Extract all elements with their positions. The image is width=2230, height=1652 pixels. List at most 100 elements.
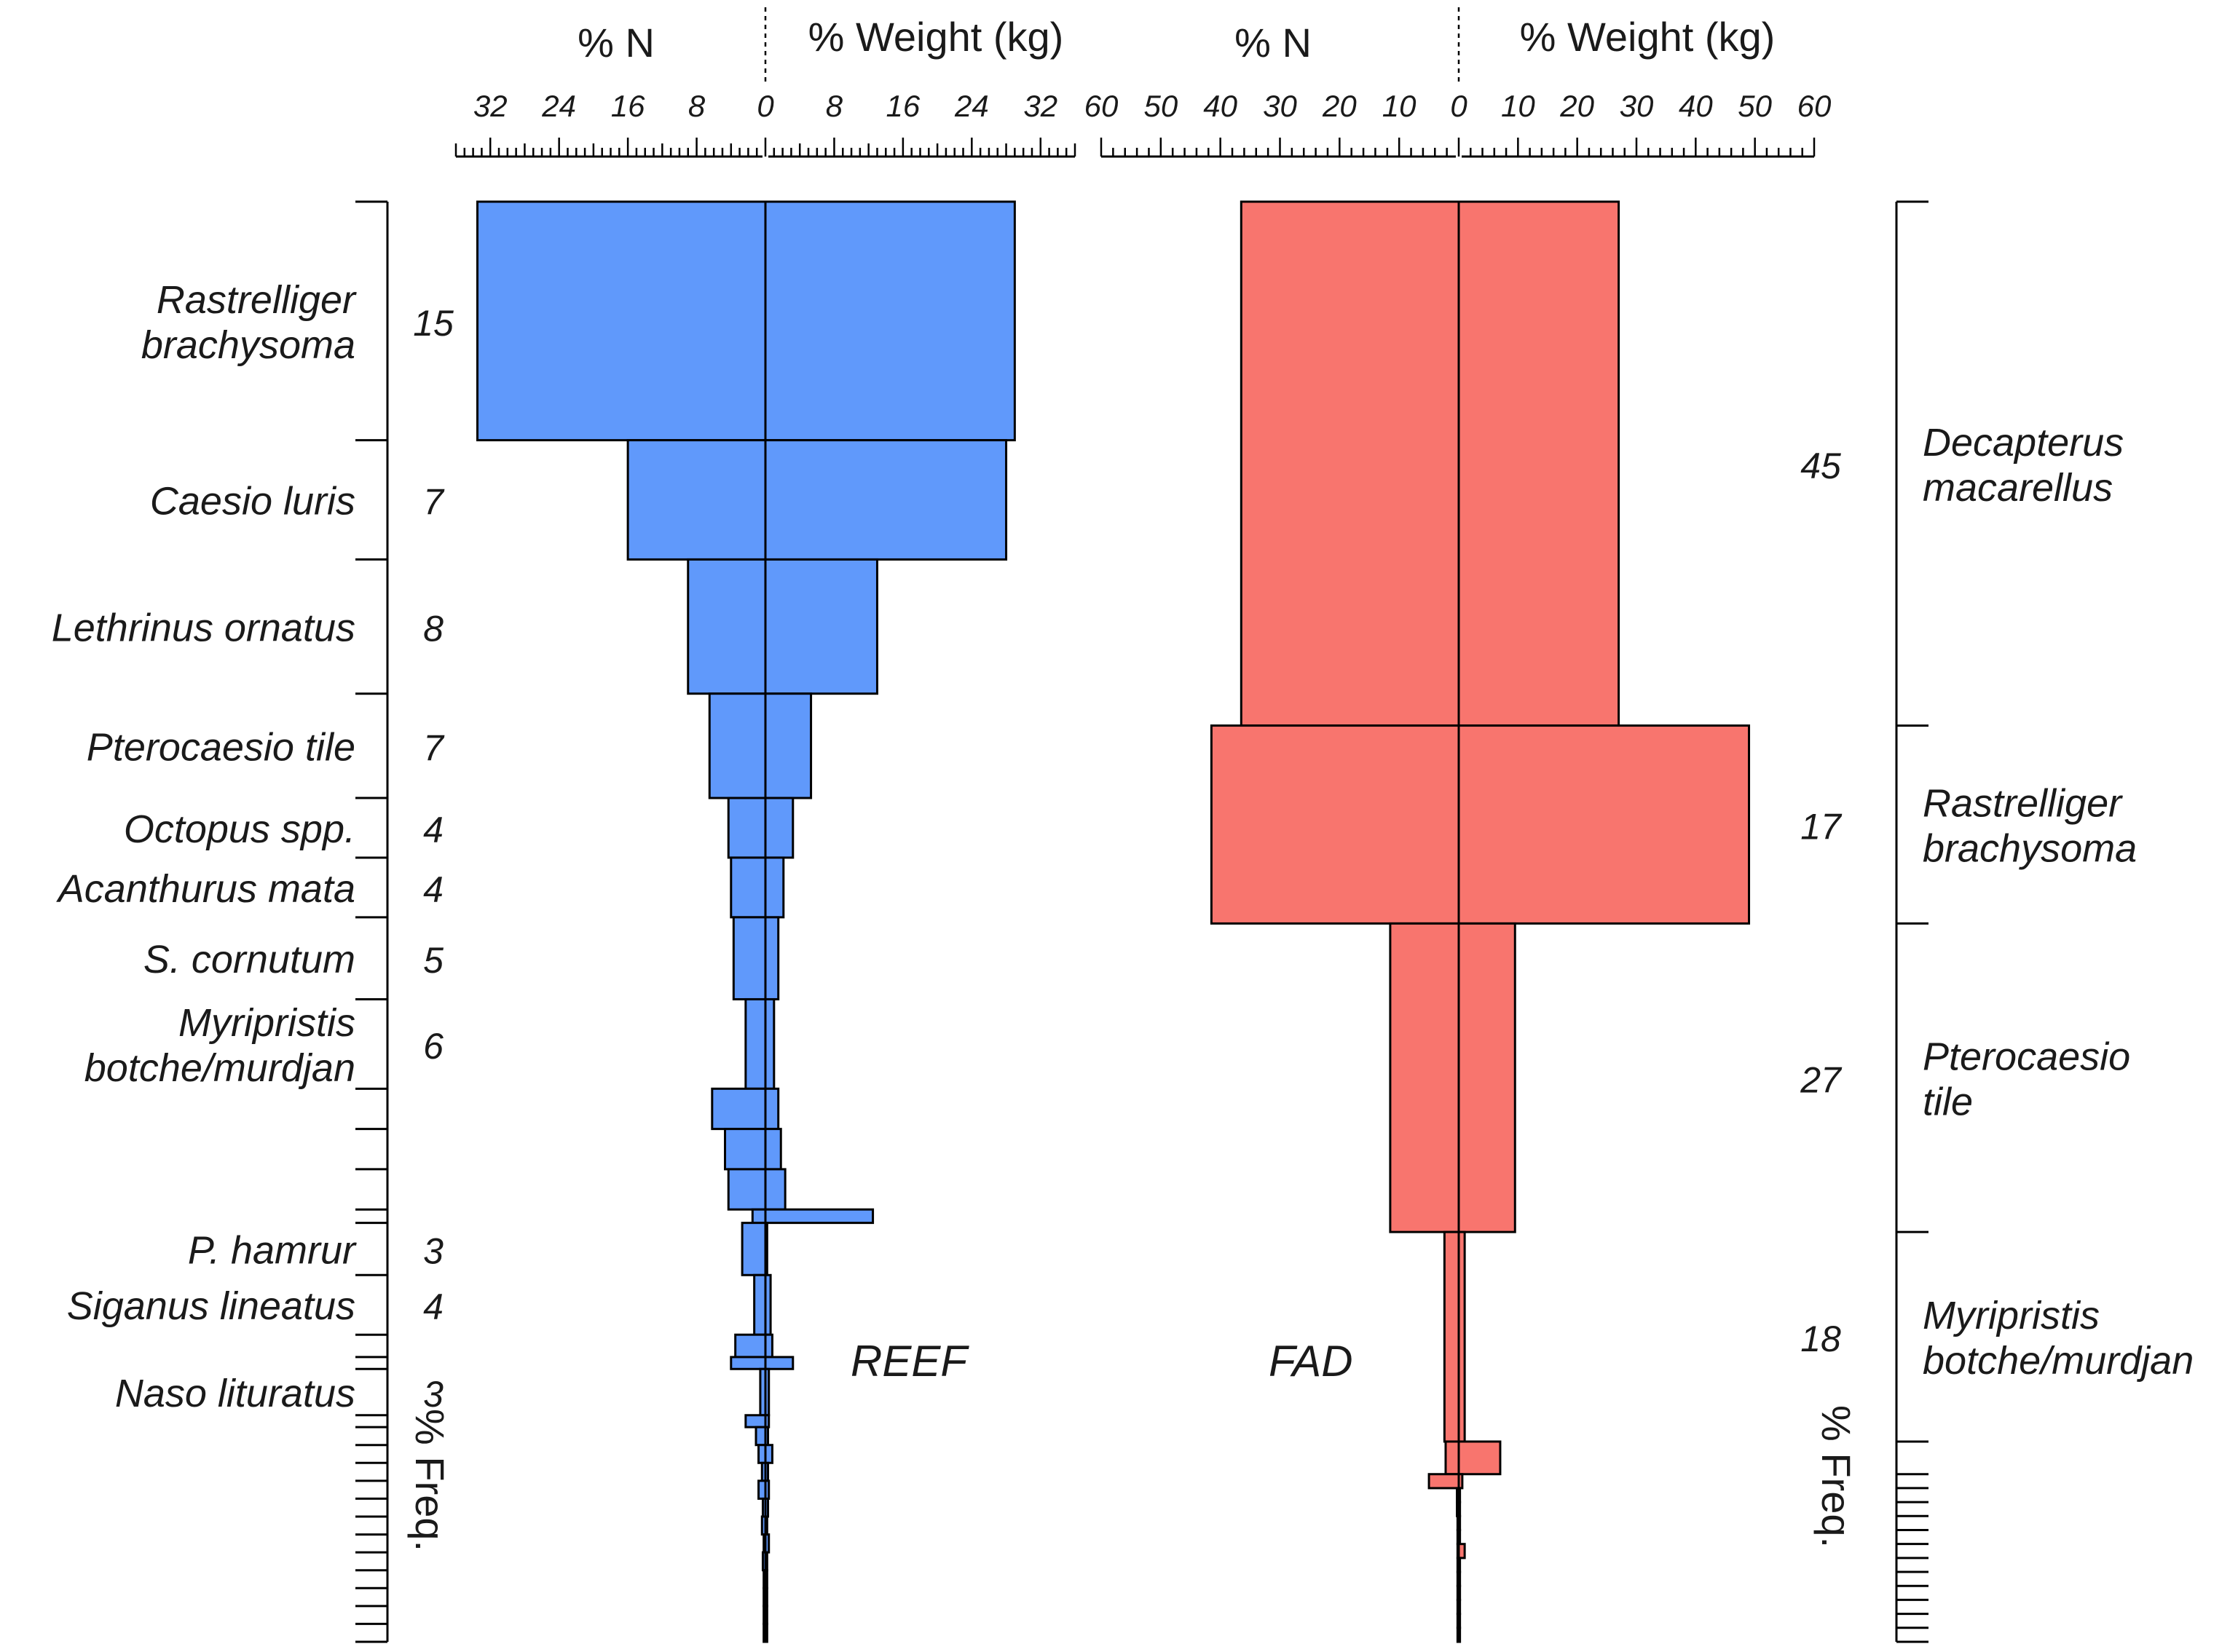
tick-label-left: 0 (757, 89, 774, 123)
fad-bar-5 (1427, 1473, 1464, 1490)
fad-freq-value: 17 (1800, 806, 1843, 847)
reef-bar-1 (626, 439, 1008, 561)
tick-label-left: 32 (473, 89, 508, 123)
reef-species-name: botche/murdjan (84, 1046, 355, 1090)
reef-freq-value: 8 (423, 609, 444, 649)
fad-bars (1210, 200, 1751, 1643)
fad-axis-label-right: % Weight (kg) (1520, 14, 1776, 60)
tick-label-right: 32 (1023, 89, 1057, 123)
reef-freq-axis-label: % Freq. (407, 1409, 453, 1552)
reef-species-name: Pterocaesio tile (87, 725, 355, 769)
tick-label-left: 40 (1203, 89, 1237, 123)
reef-bar-9 (724, 1128, 782, 1171)
reef-freq-value: 3 (423, 1230, 444, 1271)
fad-bar-10 (1456, 1543, 1466, 1560)
reef-panel-title: REEF (851, 1337, 969, 1386)
fad-species-name: Rastrelliger (1923, 781, 2123, 825)
tick-label-right: 10 (1501, 89, 1535, 123)
fad-bar-1 (1210, 724, 1751, 925)
reef-species-name: Octopus spp. (124, 807, 355, 851)
reef-bar-7 (744, 997, 776, 1090)
reef-axis-label-right: % Weight (kg) (808, 14, 1064, 60)
reef-bar-3 (708, 692, 813, 799)
tick-label-right: 30 (1620, 89, 1654, 123)
reef-freq-value: 6 (423, 1026, 444, 1067)
reef-freq-value: 7 (423, 482, 445, 523)
reef-freq-value: 4 (423, 869, 444, 910)
fad-species-name: botche/murdjan (1923, 1339, 2194, 1383)
tick-label-left: 8 (688, 89, 706, 123)
tick-label-left: 30 (1263, 89, 1297, 123)
fad-axis-label-left: % N (1234, 20, 1312, 66)
fad-top-scale (1100, 138, 1816, 158)
reef-bars (476, 200, 1016, 1643)
tick-label-left: 24 (541, 89, 576, 123)
tick-label-right: 20 (1559, 89, 1594, 123)
fad-species-name: brachysoma (1923, 826, 2137, 870)
fad-panel-title: FAD (1269, 1337, 1353, 1386)
tick-label-right: 24 (954, 89, 989, 123)
tick-label-right: 16 (886, 89, 921, 123)
reef-bar-15 (730, 1356, 795, 1370)
reef-species-name: Acanthurus mata (56, 867, 355, 911)
reef-species-name: Rastrelliger (157, 278, 357, 322)
fad-species-name: Pterocaesio (1923, 1035, 2130, 1078)
reef-freq-value: 5 (423, 940, 444, 981)
reef-frequency-axis (355, 200, 389, 1643)
tick-label-right: 40 (1679, 89, 1713, 123)
reef-species-name: Lethrinus ornatus (52, 606, 355, 650)
fad-frequency-axis (1895, 200, 1928, 1643)
fad-freq-value: 18 (1800, 1319, 1841, 1359)
reef-panel: % N % Weight (kg) 32 24 16 8 0 8 16 24 32 Rastre… (52, 7, 1076, 1643)
fad-tick-labels: 60 50 40 30 20 10 0 10 20 30 40 50 60 (1084, 89, 1832, 123)
fad-freq-axis-label: % Freq. (1813, 1405, 1859, 1548)
fad-bar-2 (1389, 922, 1516, 1233)
reef-freq-value: 15 (413, 303, 454, 344)
reef-bar-5 (730, 856, 785, 919)
reef-top-scale (454, 138, 1076, 158)
reef-bar-21 (757, 1479, 771, 1500)
tick-label-left: 0 (1450, 89, 1467, 123)
reef-tick-labels: 32 24 16 8 0 8 16 24 32 (473, 89, 1057, 123)
reef-bar-13 (753, 1273, 772, 1336)
fad-bar-3 (1443, 1230, 1466, 1443)
reef-bar-11 (751, 1208, 875, 1225)
tick-label-left: 10 (1382, 89, 1417, 123)
reef-bar-10 (727, 1168, 787, 1211)
fad-species-name: Myripristis (1923, 1294, 2100, 1337)
reef-species-name: Myripristis (178, 1001, 355, 1045)
tick-label-left: 20 (1322, 89, 1357, 123)
fad-species-name: macarellus (1923, 466, 2113, 510)
fad-species-name: tile (1923, 1080, 1973, 1123)
reef-freq-value: 4 (423, 810, 444, 850)
reef-species-name: S. cornutum (143, 938, 355, 981)
reef-axis-label-left: % N (578, 20, 655, 66)
tick-label-left: 60 (1084, 89, 1119, 123)
reef-bar-8 (711, 1087, 780, 1131)
tick-label-right: 8 (826, 89, 843, 123)
tick-label-left: 50 (1143, 89, 1178, 123)
reef-species-name: Siganus lineatus (67, 1284, 355, 1328)
fad-freq-value: 27 (1800, 1059, 1843, 1100)
fad-panel: % N % Weight (kg) 60 50 40 30 20 10 0 10 20 30 40 5… (1084, 7, 2194, 1643)
reef-bar-0 (476, 200, 1016, 442)
tick-label-right: 60 (1797, 89, 1832, 123)
tick-label-right: 50 (1738, 89, 1772, 123)
reef-bar-14 (734, 1333, 773, 1359)
reef-bar-6 (732, 916, 780, 1000)
fad-bar-4 (1444, 1440, 1502, 1476)
fad-bar-0 (1240, 200, 1620, 727)
reef-freq-value: 4 (423, 1287, 444, 1327)
reef-bar-12 (741, 1222, 768, 1276)
reef-species-name: brachysoma (141, 323, 355, 367)
fad-freq-value: 45 (1800, 446, 1841, 486)
reef-species-name: Caesio luris (150, 480, 355, 523)
fad-species-name: Decapterus (1923, 421, 2124, 465)
reef-bar-4 (727, 797, 795, 859)
reef-bar-2 (687, 558, 878, 695)
reef-species-name: P. hamrur (188, 1228, 357, 1272)
